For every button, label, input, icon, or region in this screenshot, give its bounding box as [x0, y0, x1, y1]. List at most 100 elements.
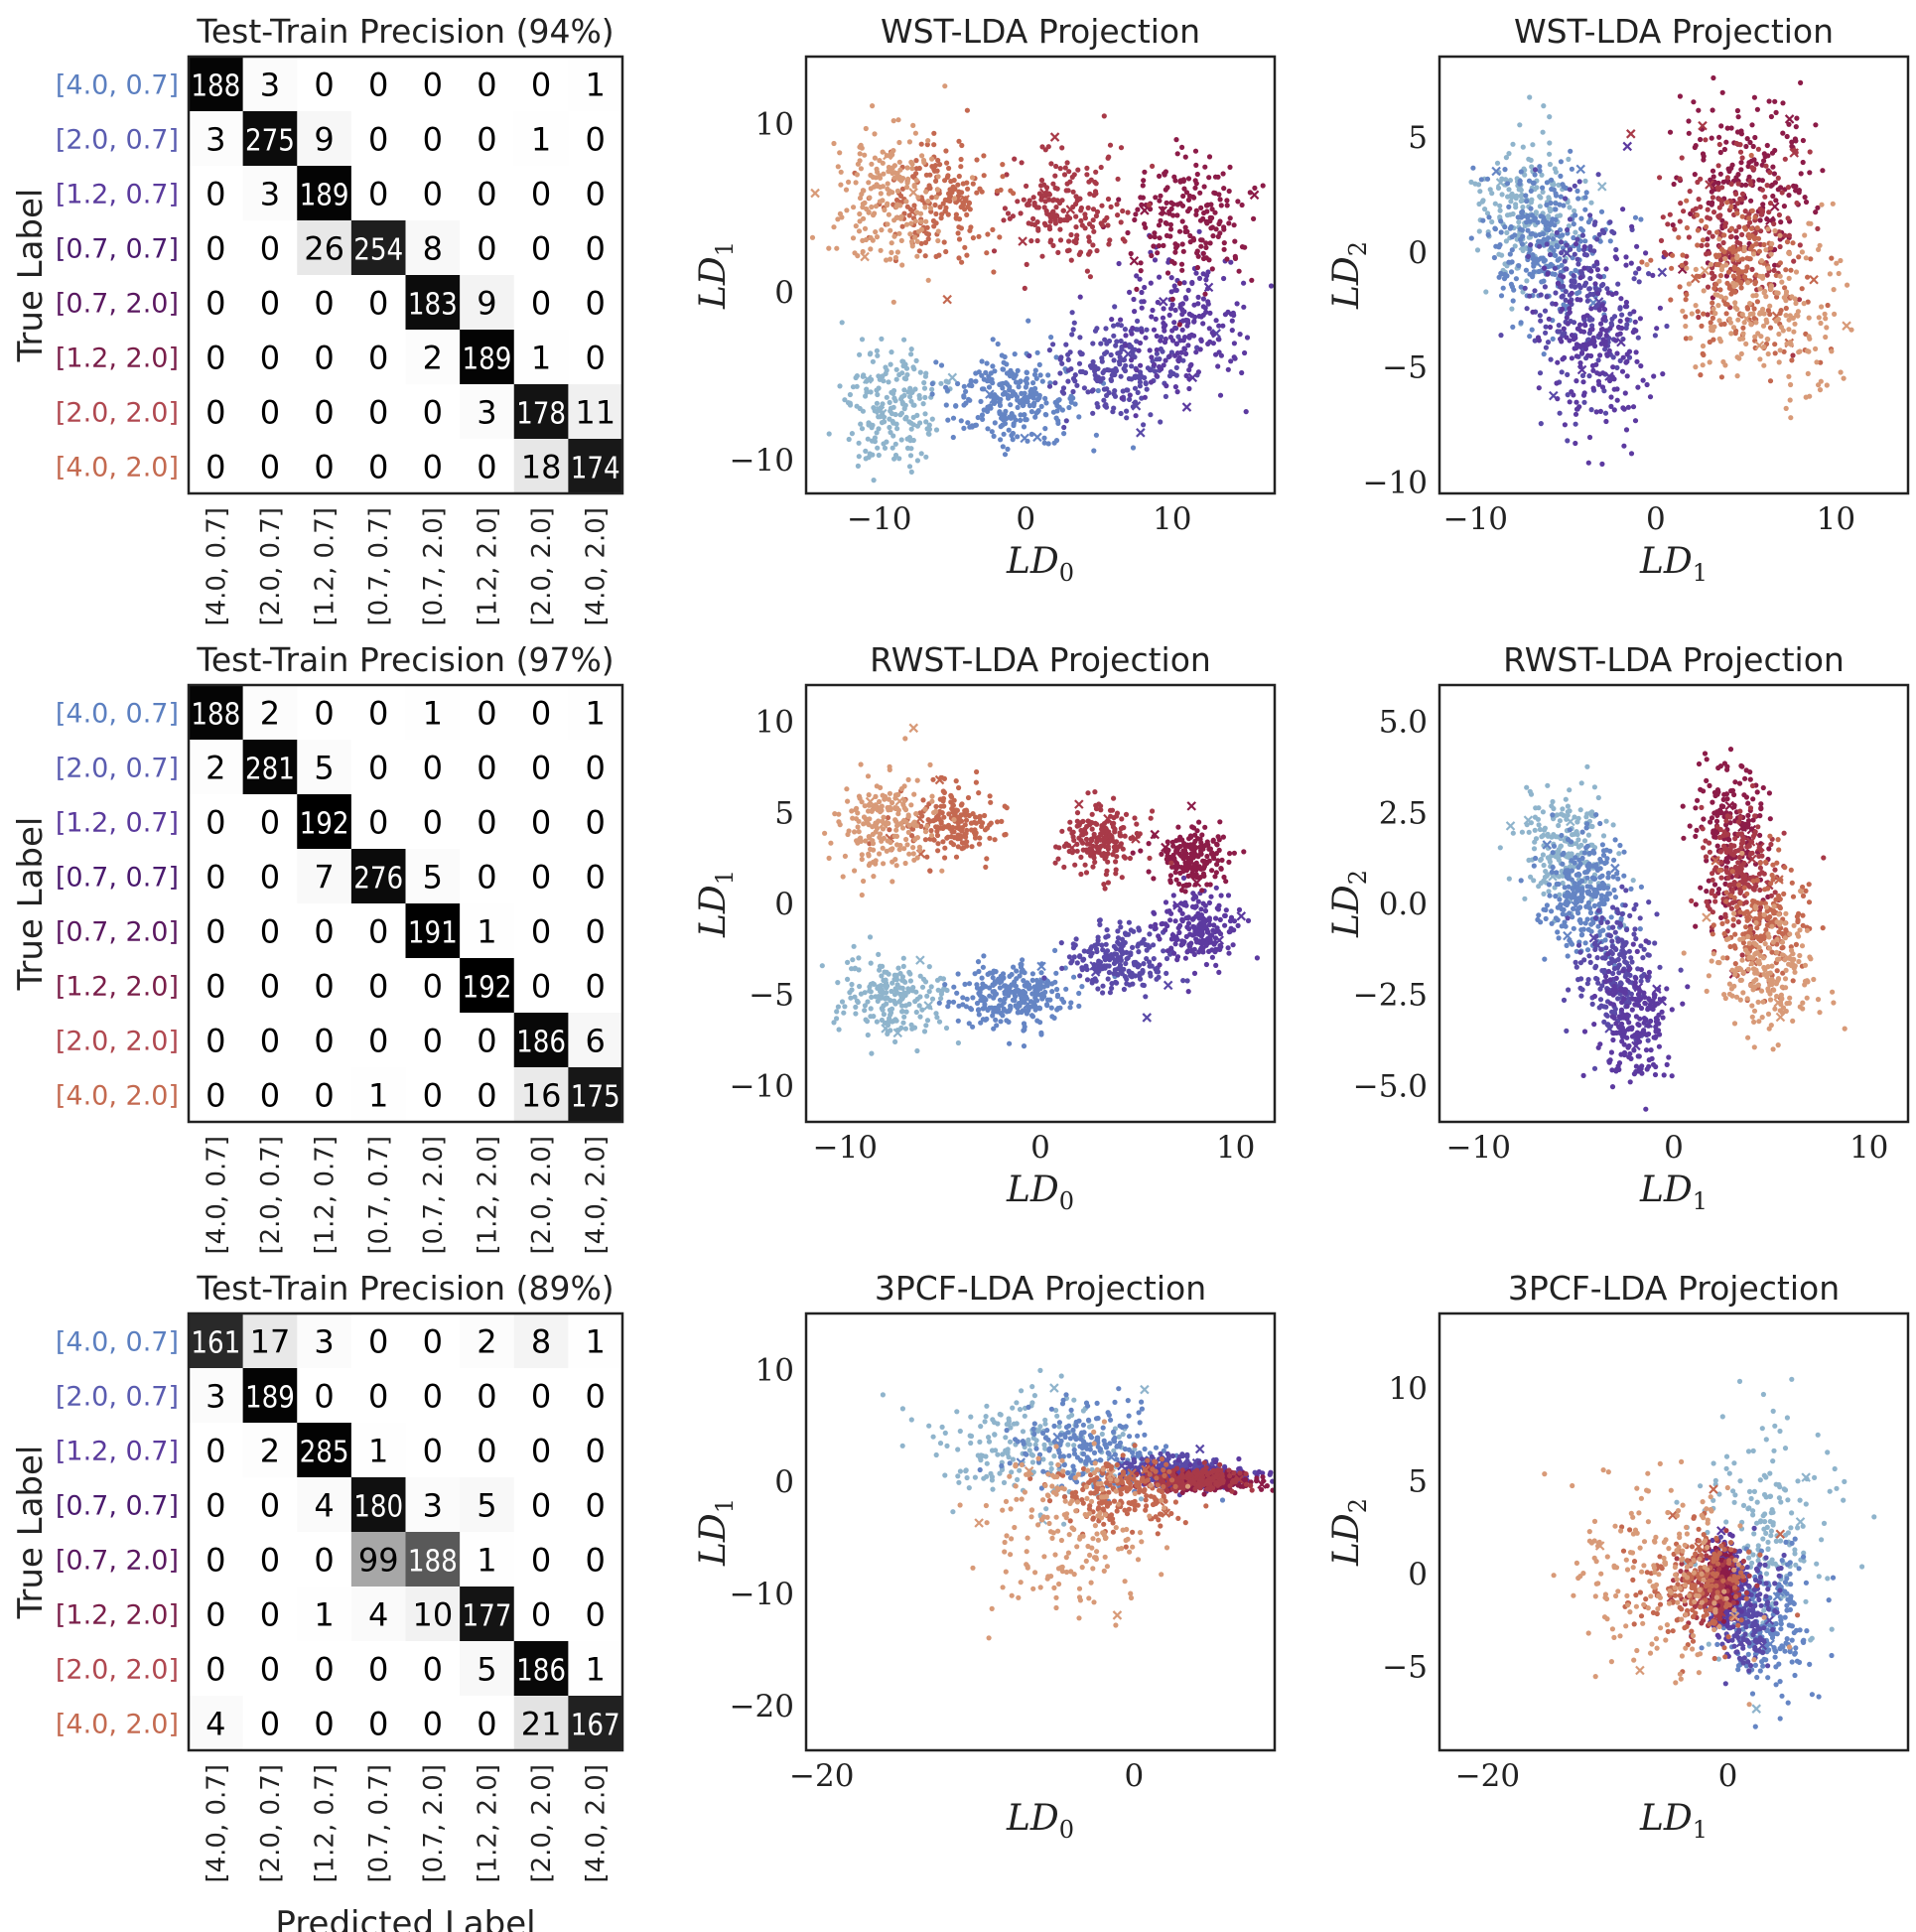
data-point — [1090, 217, 1096, 223]
data-point — [1581, 251, 1587, 257]
misclassified-marker — [1065, 205, 1076, 214]
data-point — [1528, 157, 1534, 163]
data-point — [1019, 390, 1025, 396]
data-point — [1109, 807, 1116, 813]
data-point — [1705, 214, 1711, 220]
cell-value: 0 — [314, 1023, 334, 1060]
data-point — [1135, 318, 1141, 324]
data-point — [1167, 233, 1173, 239]
data-point — [1780, 328, 1786, 334]
data-point — [1737, 240, 1743, 246]
data-point — [1184, 949, 1190, 955]
matrix-cell — [460, 903, 515, 959]
data-point — [1529, 230, 1536, 236]
data-point — [1017, 973, 1023, 979]
data-point — [898, 396, 904, 402]
data-point — [1137, 375, 1143, 381]
data-point — [1074, 818, 1080, 824]
data-point — [978, 1020, 984, 1026]
data-point — [1064, 160, 1070, 166]
data-point — [1012, 351, 1018, 357]
data-point — [961, 393, 967, 399]
data-point — [1677, 176, 1683, 182]
data-point — [1787, 313, 1793, 319]
data-point — [879, 1017, 886, 1024]
data-point — [891, 233, 897, 239]
data-point — [913, 158, 919, 164]
data-point — [1139, 329, 1145, 335]
data-point — [1747, 246, 1753, 252]
data-point — [1541, 351, 1547, 357]
data-point — [1678, 201, 1684, 207]
data-point — [890, 445, 895, 451]
scatter-points — [819, 723, 1260, 1056]
data-point — [1503, 238, 1509, 244]
data-point — [1700, 151, 1707, 157]
data-point — [906, 139, 913, 145]
data-point — [1180, 193, 1186, 200]
data-point — [1773, 198, 1779, 204]
cell-value: 188 — [191, 698, 240, 733]
data-point — [1717, 171, 1723, 177]
misclassified-marker — [1214, 935, 1225, 945]
data-point — [1748, 152, 1754, 159]
data-point — [1041, 435, 1047, 441]
data-point — [1512, 243, 1518, 249]
data-point — [1574, 188, 1580, 194]
data-point — [1599, 227, 1605, 233]
data-point — [880, 198, 886, 204]
data-point — [1015, 987, 1021, 993]
cell-value: 0 — [531, 859, 551, 897]
matrix-cell — [460, 1013, 515, 1068]
data-point — [1217, 916, 1223, 923]
data-point — [1216, 323, 1222, 329]
data-point — [1752, 279, 1759, 285]
data-point — [1084, 841, 1090, 847]
data-point — [870, 358, 877, 364]
data-point — [914, 458, 921, 464]
data-point — [955, 182, 961, 188]
misclassified-marker — [1023, 999, 1033, 1010]
matrix-cell — [460, 384, 515, 440]
data-point — [973, 820, 980, 826]
matrix-cell — [297, 275, 352, 331]
data-point — [873, 994, 879, 1000]
data-point — [1204, 208, 1210, 214]
data-point — [1197, 190, 1203, 196]
data-point — [1193, 903, 1199, 909]
data-point — [1725, 166, 1731, 172]
data-point — [1067, 1005, 1073, 1011]
data-point — [1709, 327, 1714, 334]
cell-value: 0 — [260, 230, 280, 268]
data-point — [1186, 367, 1192, 373]
data-point — [975, 959, 982, 965]
data-point — [997, 234, 1003, 240]
data-point — [843, 187, 850, 193]
data-point — [1093, 212, 1099, 219]
data-point — [1608, 321, 1614, 327]
data-point — [925, 277, 931, 283]
data-point — [1097, 917, 1103, 923]
cell-value: 1 — [531, 340, 551, 377]
data-point — [896, 159, 902, 165]
data-point — [1093, 169, 1099, 175]
column-label: [1.2, 0.7] — [311, 507, 341, 626]
data-point — [994, 188, 1001, 194]
matrix-cell — [568, 794, 623, 850]
data-point — [886, 379, 891, 385]
data-point — [1089, 980, 1095, 986]
data-point — [960, 995, 966, 1001]
data-point — [1772, 342, 1778, 347]
data-point — [1503, 177, 1509, 183]
data-point — [896, 371, 902, 378]
data-point — [991, 1026, 997, 1032]
data-point — [938, 380, 944, 386]
data-point — [918, 141, 924, 147]
misclassified-marker — [1150, 829, 1161, 840]
data-point — [1717, 149, 1723, 156]
data-point — [924, 142, 930, 148]
data-point — [1198, 912, 1204, 918]
data-point — [1564, 242, 1570, 248]
data-point — [1163, 200, 1169, 206]
data-point — [1204, 220, 1210, 226]
